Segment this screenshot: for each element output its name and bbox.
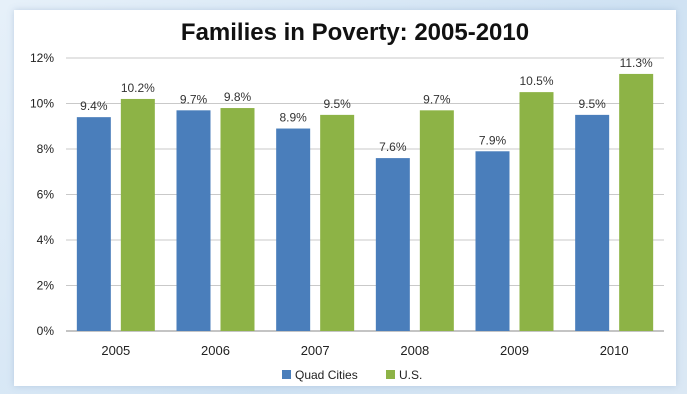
- data-label: 11.3%: [620, 56, 653, 70]
- legend-swatch: [282, 370, 291, 379]
- bar: [575, 114, 610, 331]
- bar: [176, 110, 211, 331]
- legend-label: U.S.: [399, 368, 422, 382]
- legend-swatch: [386, 370, 395, 379]
- legend: Quad Cities U.S.: [282, 368, 422, 382]
- data-label: 10.2%: [121, 81, 155, 95]
- chart-title: Families in Poverty: 2005-2010: [181, 19, 529, 46]
- x-tick-label: 2005: [101, 343, 130, 358]
- data-label: 10.5%: [519, 74, 553, 88]
- bar: [276, 128, 311, 331]
- data-label: 7.6%: [379, 140, 407, 154]
- x-tick-label: 2006: [201, 343, 230, 358]
- data-label: 9.8%: [224, 90, 252, 104]
- data-label: 7.9%: [479, 133, 507, 147]
- y-tick-label: 4%: [37, 233, 55, 247]
- x-tick-label: 2007: [301, 343, 330, 358]
- bar: [120, 98, 155, 331]
- data-label: 8.9%: [279, 111, 307, 125]
- y-tick-label: 12%: [30, 51, 54, 65]
- y-tick-label: 8%: [37, 142, 55, 156]
- bars: [76, 73, 654, 332]
- bar: [220, 108, 255, 331]
- bar: [375, 158, 410, 331]
- data-label: 9.5%: [578, 97, 606, 111]
- y-tick-label: 0%: [37, 324, 55, 338]
- data-label: 9.4%: [80, 99, 108, 113]
- axes: 0% 2% 4% 6% 8% 10% 12% 2005 2006 2007 2008 2009 2010: [30, 51, 664, 358]
- legend-label: Quad Cities: [295, 368, 358, 382]
- bar: [320, 114, 355, 331]
- bar: [619, 73, 654, 332]
- x-tick-label: 2008: [400, 343, 429, 358]
- x-tick-label: 2010: [600, 343, 629, 358]
- data-label: 9.5%: [323, 97, 351, 111]
- data-label: 9.7%: [180, 92, 208, 106]
- data-labels: 9.4% 10.2% 9.7% 9.8% 8.9% 9.5% 7.6% 9.7% 7.9% 10.…: [80, 56, 653, 154]
- data-label: 9.7%: [423, 92, 451, 106]
- y-tick-label: 10%: [30, 97, 54, 111]
- bar: [519, 92, 554, 331]
- y-tick-label: 2%: [37, 279, 55, 293]
- bar: [475, 151, 510, 331]
- gridlines: [66, 57, 664, 286]
- y-tick-label: 6%: [37, 188, 55, 202]
- x-tick-label: 2009: [500, 343, 529, 358]
- bar: [76, 117, 111, 332]
- bar: [419, 110, 454, 331]
